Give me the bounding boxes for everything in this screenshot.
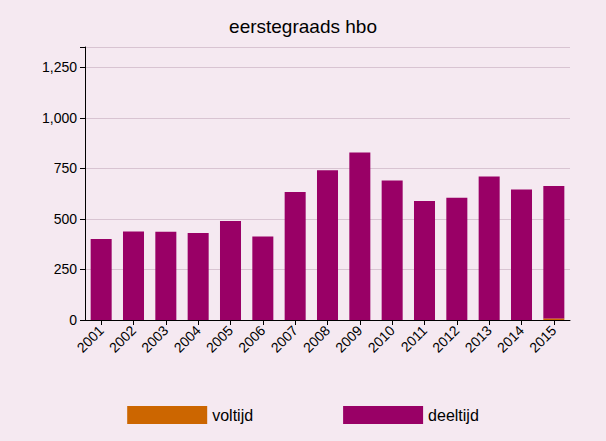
svg-text:2010: 2010 [365, 322, 398, 355]
svg-text:2006: 2006 [235, 322, 268, 355]
svg-text:2009: 2009 [332, 322, 365, 355]
svg-text:2015: 2015 [526, 322, 559, 355]
svg-text:2005: 2005 [203, 322, 236, 355]
svg-text:0: 0 [69, 312, 77, 328]
svg-text:2014: 2014 [494, 322, 527, 355]
svg-text:2004: 2004 [171, 322, 204, 355]
svg-text:750: 750 [54, 160, 78, 176]
svg-text:2007: 2007 [268, 322, 301, 355]
svg-text:2008: 2008 [300, 322, 333, 355]
svg-text:2013: 2013 [462, 322, 495, 355]
svg-text:1,000: 1,000 [42, 110, 77, 126]
svg-text:2012: 2012 [429, 322, 462, 355]
svg-text:2002: 2002 [106, 322, 139, 355]
svg-text:2011: 2011 [398, 322, 431, 355]
svg-text:1,250: 1,250 [42, 59, 77, 75]
svg-text:2001: 2001 [74, 322, 107, 355]
svg-text:500: 500 [54, 211, 78, 227]
svg-text:eerstegraads hbo: eerstegraads hbo [229, 16, 377, 37]
svg-text:deeltijd: deeltijd [428, 407, 479, 424]
svg-text:2003: 2003 [138, 322, 171, 355]
svg-text:250: 250 [54, 261, 78, 277]
svg-text:voltijd: voltijd [212, 407, 253, 424]
